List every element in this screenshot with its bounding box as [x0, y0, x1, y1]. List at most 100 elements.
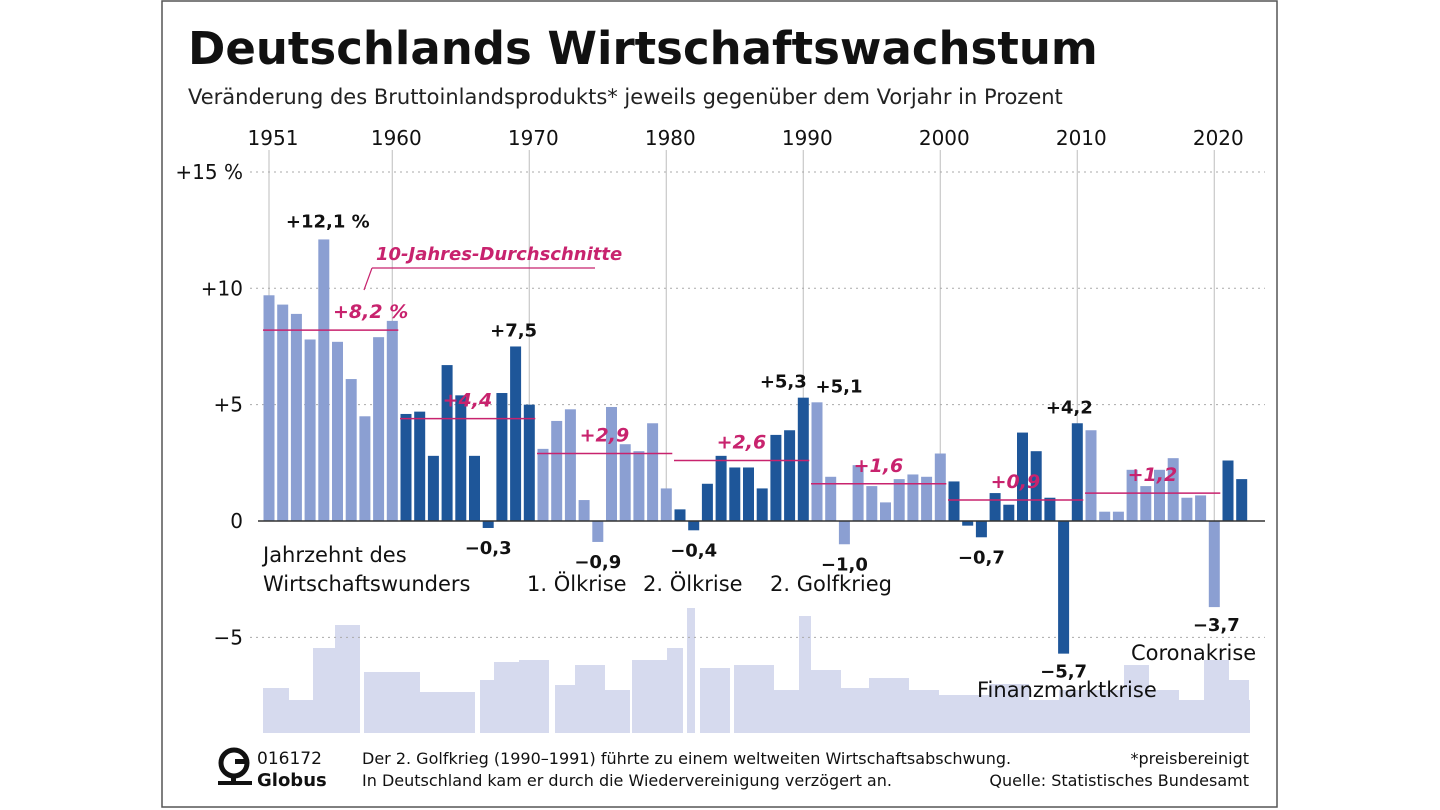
bar-2000 [934, 453, 946, 521]
bar-2012 [1099, 511, 1111, 521]
annotation-label: Jahrzehnt des [261, 543, 407, 567]
building-shape [632, 660, 667, 733]
building-shape [480, 680, 494, 733]
building-shape [1124, 665, 1149, 733]
bar-1981 [674, 509, 686, 521]
building-shape [289, 700, 313, 733]
annotation-label: 1. Ölkrise [527, 571, 627, 596]
bar-1998 [907, 474, 919, 521]
bar-1984 [715, 455, 727, 521]
bar-1988 [770, 434, 782, 521]
data-label-2010: +4,2 [1046, 397, 1093, 418]
x-tick-label: 1951 [248, 126, 299, 150]
building-shape [909, 690, 939, 733]
bar-1971 [537, 448, 549, 521]
building-shape [313, 648, 335, 733]
bar-1980 [660, 488, 672, 521]
building-shape [519, 660, 549, 733]
building-shape [869, 678, 909, 733]
avg-legend-label: 10-Jahres-Durchschnitte [376, 244, 622, 265]
chart-title: Deutschlands Wirtschaftswachstum [188, 22, 1098, 75]
bar-1985 [729, 467, 741, 521]
bar-1992 [825, 476, 837, 521]
avg-label: +0,9 [991, 471, 1041, 493]
data-label-1991: +5,1 [816, 376, 863, 397]
data-label-1982: −0,4 [670, 540, 717, 561]
bar-2004 [989, 493, 1001, 521]
avg-label: +2,6 [717, 431, 767, 453]
x-tick-label: 2020 [1193, 126, 1244, 150]
brand-name: Globus [257, 770, 327, 791]
avg-label: +8,2 % [333, 301, 408, 323]
bar-1952 [277, 304, 289, 521]
annotations: Jahrzehnt des Wirtschaftswunders 1. Ölkris… [261, 543, 1256, 702]
bar-1987 [756, 488, 768, 521]
bar-1977 [619, 444, 631, 521]
bar-2010 [1071, 423, 1083, 521]
building-shape [555, 685, 575, 733]
bar-1979 [647, 423, 659, 521]
building-shape [1059, 690, 1084, 733]
bar-1973 [564, 409, 576, 521]
bar-2001 [948, 481, 960, 521]
footer-note-line2: In Deutschland kam er durch die Wiederve… [362, 771, 892, 790]
bar-1962 [414, 411, 426, 521]
bar-1982 [688, 521, 700, 531]
building-shape [494, 662, 519, 733]
avg-label: +1,2 [1128, 464, 1178, 486]
building-shape [667, 648, 683, 733]
avg-label: +4,4 [443, 390, 493, 412]
bar-2021 [1222, 460, 1234, 521]
bar-1954 [304, 339, 316, 521]
bar-1957 [345, 379, 357, 521]
bar-1976 [606, 406, 617, 521]
bar-2019 [1195, 495, 1207, 521]
bar-2006 [1017, 432, 1028, 521]
building-shape [575, 665, 605, 733]
x-tick-label: 1960 [371, 126, 422, 150]
bar-1970 [523, 404, 535, 521]
bar-2007 [1030, 451, 1042, 521]
bar-1968 [496, 393, 508, 521]
annotation-label: Wirtschaftswunders [263, 572, 471, 596]
avg-label: +2,9 [580, 425, 630, 447]
data-label-2009: −5,7 [1040, 662, 1087, 683]
data-label-1975: −0,9 [574, 552, 621, 573]
building-shape [939, 695, 989, 733]
bar-2002 [962, 521, 974, 526]
bar-2003 [975, 521, 987, 538]
globus-logo-icon [218, 747, 252, 785]
bar-2020 [1208, 521, 1220, 608]
footnote: *preisbereinigt [1130, 749, 1249, 768]
building-shape [1236, 700, 1250, 733]
bar-2013 [1112, 511, 1124, 521]
avg-legend-pointer [363, 267, 373, 291]
y-tick-label: +5 [214, 393, 243, 417]
bar-2022 [1236, 479, 1248, 521]
bars [258, 239, 1265, 654]
y-tick-label: 0 [230, 509, 243, 533]
building-shape [734, 665, 774, 733]
bar-1975 [592, 521, 604, 542]
bar-1960 [386, 320, 398, 521]
bar-1961 [400, 413, 412, 521]
building-shape [420, 692, 475, 733]
bar-2005 [1003, 504, 1015, 521]
annotation-label: 2. Golfkrieg [770, 572, 892, 596]
bar-2017 [1167, 458, 1179, 521]
x-tick-label: 2000 [919, 126, 970, 150]
chart-subtitle: Veränderung des Bruttoinlandsprodukts* j… [188, 85, 1063, 109]
bar-1964 [441, 365, 453, 521]
bar-1966 [469, 455, 480, 521]
skyline-illustration [263, 608, 1250, 733]
bar-1978 [633, 451, 645, 521]
building-shape [364, 672, 420, 733]
x-tick-label: 2010 [1056, 126, 1107, 150]
bar-1996 [880, 502, 891, 521]
annotation-label: Finanzmarktkrise [977, 678, 1157, 702]
building-shape [1179, 700, 1204, 733]
data-label-1990: +5,3 [760, 372, 807, 393]
data-label-1993: −1,0 [821, 554, 868, 575]
bar-1955 [318, 239, 330, 522]
annotation-label: Coronakrise [1131, 641, 1256, 665]
